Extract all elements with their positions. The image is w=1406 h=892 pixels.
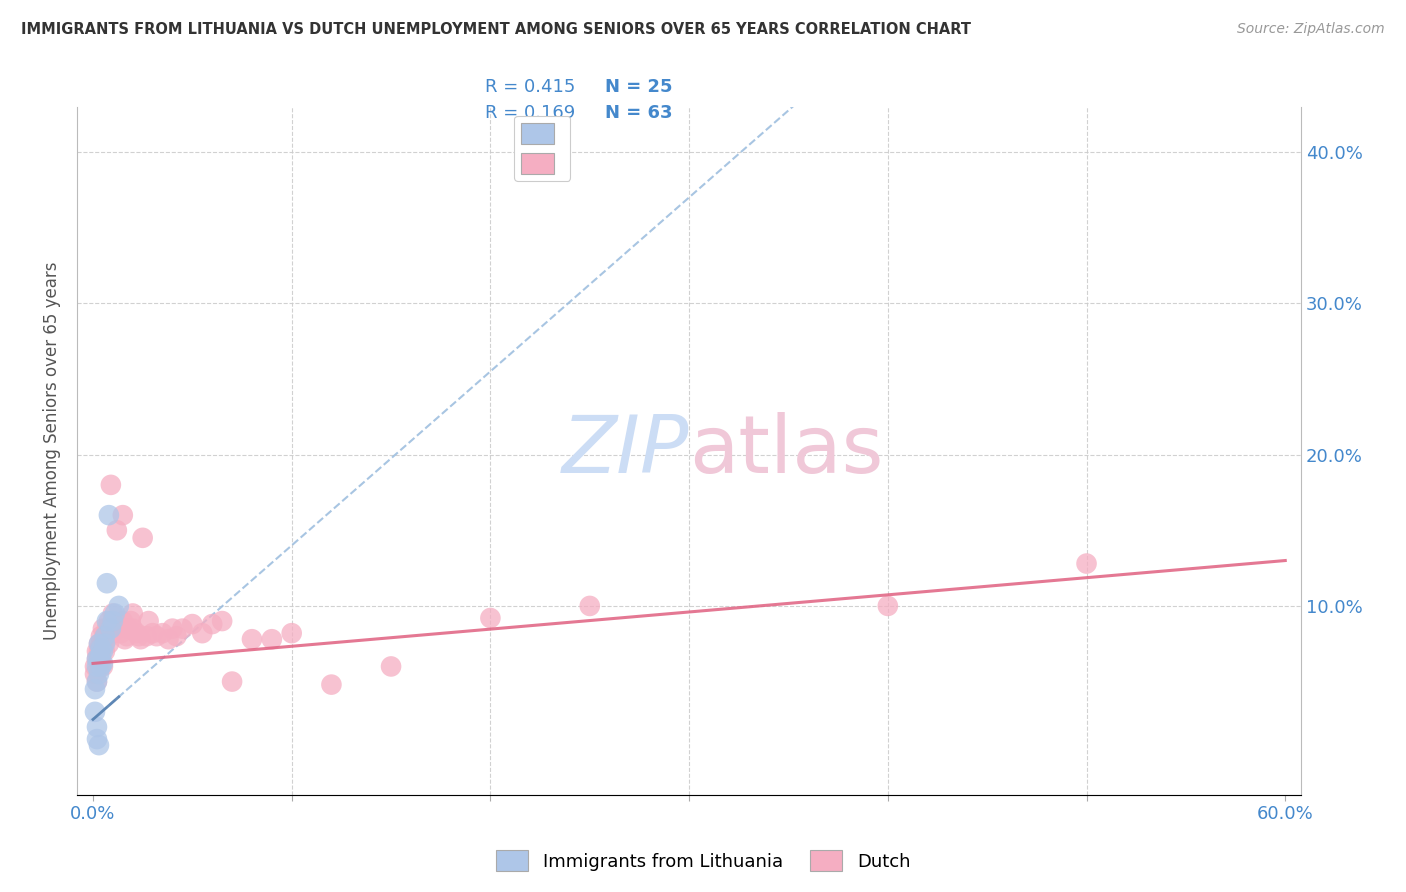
Point [104, 622, 127, 636]
Point [115, 629, 138, 643]
Point [152, 626, 174, 640]
Point [260, 632, 283, 647]
Point [118, 622, 141, 636]
Point [96, 622, 118, 636]
Point [145, 629, 167, 643]
Point [100, 478, 122, 492]
Point [128, 629, 150, 643]
Point [142, 626, 165, 640]
Point [87, 738, 110, 752]
Point [578, 599, 600, 613]
Point [97, 508, 120, 523]
Point [380, 659, 402, 673]
Point [321, 677, 343, 691]
Point [211, 614, 233, 628]
Point [876, 599, 898, 613]
Point [157, 632, 180, 647]
Point [96, 614, 118, 628]
Point [91, 659, 114, 673]
Point [96, 576, 118, 591]
Point [90, 652, 112, 666]
Point [162, 622, 184, 636]
Point [165, 629, 187, 643]
Point [181, 617, 204, 632]
Text: N = 63: N = 63 [605, 103, 672, 121]
Point [84, 659, 107, 673]
Y-axis label: Unemployment Among Seniors over 65 years: Unemployment Among Seniors over 65 years [44, 261, 60, 640]
Point [120, 614, 142, 628]
Point [101, 626, 124, 640]
Point [172, 622, 194, 636]
Point [129, 632, 152, 647]
Point [101, 614, 124, 628]
Point [131, 531, 153, 545]
Point [94, 637, 117, 651]
Text: IMMIGRANTS FROM LITHUANIA VS DUTCH UNEMPLOYMENT AMONG SENIORS OVER 65 YEARS CORR: IMMIGRANTS FROM LITHUANIA VS DUTCH UNEMP… [21, 22, 972, 37]
Point [1076, 557, 1098, 571]
Point [90, 637, 112, 651]
Point [94, 629, 117, 643]
Point [138, 614, 160, 628]
Text: Source: ZipAtlas.com: Source: ZipAtlas.com [1237, 22, 1385, 37]
Text: R = 0.415: R = 0.415 [485, 78, 575, 95]
Point [86, 644, 108, 658]
Point [84, 682, 107, 697]
Point [96, 632, 118, 647]
Point [86, 732, 108, 747]
Point [97, 637, 120, 651]
Point [97, 614, 120, 628]
Point [87, 667, 110, 681]
Point [201, 617, 224, 632]
Point [86, 674, 108, 689]
Point [84, 667, 107, 681]
Point [91, 644, 114, 658]
Point [125, 626, 148, 640]
Point [108, 622, 131, 636]
Point [90, 629, 112, 643]
Point [86, 652, 108, 666]
Point [87, 637, 110, 651]
Point [91, 622, 114, 636]
Point [121, 607, 143, 621]
Point [86, 652, 108, 666]
Point [479, 611, 502, 625]
Point [86, 720, 108, 734]
Point [91, 637, 114, 651]
Point [94, 644, 117, 658]
Point [91, 657, 114, 671]
Point [114, 632, 136, 647]
Text: ZIP: ZIP [562, 412, 689, 490]
Point [221, 674, 243, 689]
Point [94, 629, 117, 643]
Point [105, 617, 128, 632]
Point [87, 652, 110, 666]
Legend: , : , [515, 116, 571, 181]
Point [90, 659, 112, 673]
Text: N = 25: N = 25 [605, 78, 672, 95]
Point [191, 626, 214, 640]
Point [111, 508, 134, 523]
Text: R = 0.169: R = 0.169 [485, 103, 575, 121]
Point [108, 599, 131, 613]
Point [86, 659, 108, 673]
Point [90, 648, 112, 662]
Point [280, 626, 302, 640]
Text: atlas: atlas [689, 412, 883, 490]
Point [101, 607, 124, 621]
Point [87, 644, 110, 658]
Point [110, 626, 132, 640]
Point [240, 632, 263, 647]
Point [111, 614, 134, 628]
Point [84, 705, 107, 719]
Point [90, 641, 112, 656]
Point [87, 659, 110, 673]
Point [104, 607, 127, 621]
Point [105, 523, 128, 537]
Point [100, 622, 122, 636]
Legend: Immigrants from Lithuania, Dutch: Immigrants from Lithuania, Dutch [488, 843, 918, 879]
Point [135, 629, 157, 643]
Point [86, 674, 108, 689]
Point [87, 637, 110, 651]
Point [121, 622, 143, 636]
